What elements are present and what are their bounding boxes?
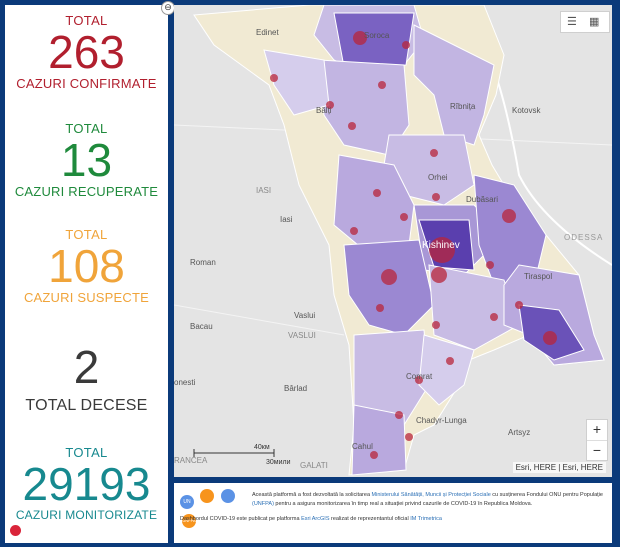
footer-text: Această platformă a fost dezvoltată la s… <box>252 492 372 498</box>
unfpa-dot-icon <box>200 489 215 503</box>
label-iasi: Iasi <box>280 215 293 224</box>
label-odessa: ODESSA <box>564 233 603 242</box>
grid-icon[interactable]: ▦ <box>589 16 600 28</box>
suspected-caption: TOTAL <box>65 227 108 242</box>
label-kotovsk: Kotovsk <box>512 106 541 115</box>
recovered-count: 13 <box>60 134 113 186</box>
stats-panel: TOTAL 263 CAZURI CONFIRMATE TOTAL 13 CAZ… <box>5 5 168 543</box>
label-cahul: Cahul <box>352 442 373 451</box>
arcgis-link[interactable]: Esri ArcGIS <box>301 516 330 522</box>
map-view[interactable]: Edinet Soroca Bălți Rîbnița Kotovsk Orhe… <box>174 5 612 477</box>
partner-logos: UN UNFPA <box>180 489 244 528</box>
label-onesti: onesti <box>174 378 196 387</box>
label-dubasari: Dubăsari <box>466 195 498 204</box>
footer-text: realizat de reprezentantul oficial <box>329 516 411 522</box>
label-artsyz: Artsyz <box>508 428 530 437</box>
deaths-label: TOTAL DECESE <box>25 397 148 414</box>
monitored-count: 29193 <box>22 458 151 510</box>
label-barlad: Bârlad <box>284 384 307 393</box>
scale-mi: 30мили <box>266 459 291 466</box>
list-icon[interactable]: ☰ <box>567 16 577 28</box>
label-roman: Roman <box>190 258 216 267</box>
label-ribnita: Rîbnița <box>450 102 476 111</box>
label-kishinev: Kishinev <box>422 240 460 251</box>
deaths-stat: 2 TOTAL DECESE <box>5 343 168 415</box>
zoom-in-button[interactable]: + <box>587 420 607 441</box>
label-balti: Bălți <box>316 106 332 115</box>
footer-panel: UN UNFPA Această platformă a fost dezvol… <box>174 483 612 543</box>
footer-text: cu susținerea Fondului ONU pentru Popula… <box>490 492 603 498</box>
monitored-caption: TOTAL <box>65 445 108 460</box>
partner-dot-icon <box>220 489 235 503</box>
case-markers[interactable] <box>270 31 557 459</box>
recovered-stat: TOTAL 13 CAZURI RECUPERATE <box>5 121 168 199</box>
logo-dot-icon <box>10 525 21 536</box>
label-galati: GALATI <box>300 461 328 470</box>
label-iasi-region: IASI <box>256 186 271 195</box>
watermark-text: NAȚIONAL <box>24 523 96 538</box>
moldova-map: Edinet Soroca Bălți Rîbnița Kotovsk Orhe… <box>174 5 612 476</box>
unfpa-logo-icon: UNFPA <box>182 514 196 528</box>
label-tiraspol: Tiraspol <box>524 272 552 281</box>
district-cahul <box>351 404 407 476</box>
confirmed-count: 263 <box>48 26 125 78</box>
monitored-stat: TOTAL 29193 CAZURI MONITORIZATE <box>5 445 168 522</box>
scale-km: 40км <box>254 444 270 451</box>
footer-line-3: Dashbordul COVID-19 este publicat pe pla… <box>180 515 608 523</box>
label-vaslui-city: Vaslui <box>294 311 315 320</box>
label-bacau: Bacau <box>190 322 213 331</box>
ministry-link[interactable]: Ministerului Sănătății, Muncii și Protec… <box>371 492 491 498</box>
trimetrica-link[interactable]: IM Trimetrica <box>410 516 442 522</box>
label-vaslui-region: VASLUI <box>288 331 316 340</box>
suspected-stat: TOTAL 108 CAZURI SUSPECTE <box>5 227 168 305</box>
un-logo-icon: UN <box>180 495 194 509</box>
map-attribution[interactable]: Esri, HERE | Esri, HERE <box>512 462 606 473</box>
zoom-out-button[interactable]: − <box>592 442 602 458</box>
collapse-icon[interactable]: ⊖ <box>161 1 175 15</box>
recovered-caption: TOTAL <box>65 121 108 136</box>
label-edinet: Edinet <box>256 28 279 37</box>
label-soroca: Soroca <box>364 31 390 40</box>
footer-line-1: Această platformă a fost dezvoltată la s… <box>252 491 608 499</box>
label-comrat: Comrat <box>406 372 433 381</box>
map-labels: Edinet Soroca Bălți Rîbnița Kotovsk Orhe… <box>174 28 603 470</box>
label-vrancea: RANCEA <box>174 456 208 465</box>
label-chadyr: Chadyr-Lunga <box>416 416 467 425</box>
map-toolbar: ☰ ▦ <box>560 11 610 33</box>
confirmed-stat: TOTAL 263 CAZURI CONFIRMATE <box>5 13 168 91</box>
confirmed-label: CAZURI CONFIRMATE <box>16 76 157 91</box>
footer-line-2: (UNFPA) pentru a asigura monitorizarea î… <box>252 500 608 508</box>
district-soroca <box>333 12 415 68</box>
footer-text: pentru a asigura monitorizarea în timp r… <box>273 501 533 507</box>
confirmed-caption: TOTAL <box>65 13 108 28</box>
recovered-label: CAZURI RECUPERATE <box>14 184 159 199</box>
unfpa-link[interactable]: (UNFPA) <box>252 501 274 507</box>
road <box>174 304 345 336</box>
suspected-count: 108 <box>48 240 125 292</box>
scale-bar: 40км 30мили <box>193 444 291 466</box>
label-orhei: Orhei <box>428 173 448 182</box>
monitored-label: CAZURI MONITORIZATE <box>15 508 158 522</box>
deaths-count: 2 <box>73 341 100 393</box>
suspected-label: CAZURI SUSPECTE <box>23 290 150 305</box>
watermark: NAȚIONAL <box>10 523 95 538</box>
footer-text: Dashbordul COVID-19 este publicat pe pla… <box>180 516 302 522</box>
zoom-control: + − <box>586 419 608 461</box>
